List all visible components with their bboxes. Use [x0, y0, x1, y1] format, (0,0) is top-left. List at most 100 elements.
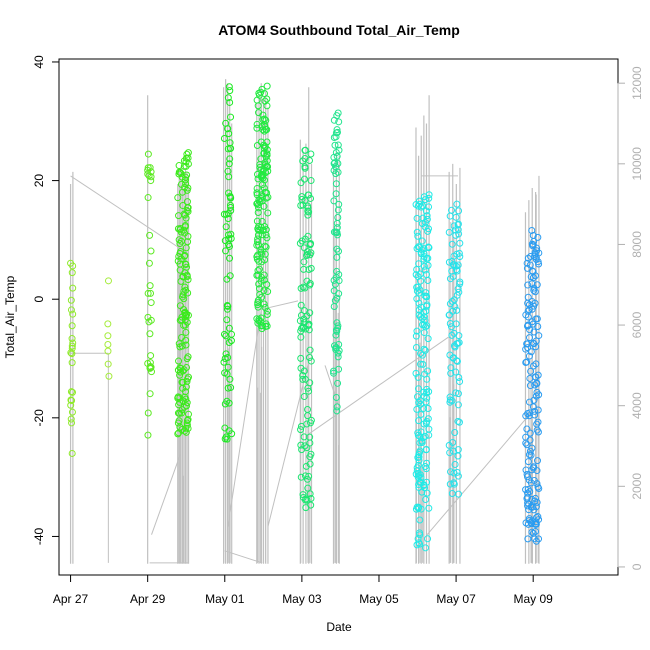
temperature-point [260, 276, 268, 284]
temperature-point [415, 472, 423, 480]
temperature-point [299, 375, 307, 383]
temperature-point [181, 283, 189, 291]
temperature-point [307, 150, 315, 158]
temperature-point [413, 295, 421, 303]
x-tick-label: Apr 29 [130, 592, 166, 606]
temperature-point [178, 293, 186, 301]
temperature-point [183, 150, 191, 158]
x-axis-label: Date [326, 620, 352, 634]
temperature-point [262, 116, 270, 124]
temperature-point [183, 198, 191, 206]
temperature-point [182, 244, 190, 252]
temperature-point [450, 222, 458, 230]
temperature-point [254, 301, 262, 309]
temperature-point [224, 384, 232, 392]
temperature-point [448, 240, 456, 248]
temperature-point [413, 464, 421, 472]
temperature-point [334, 379, 342, 387]
temperature-point [263, 311, 271, 319]
temperature-point [226, 87, 234, 95]
temperature-point [445, 311, 453, 319]
temperature-point [184, 353, 192, 361]
temperature-point [300, 175, 308, 183]
temperature-point [452, 231, 460, 239]
temperature-point [453, 468, 461, 476]
temperature-point [534, 258, 542, 266]
temperature-point [183, 311, 191, 319]
temperature-point [297, 284, 305, 292]
temperature-point [417, 478, 425, 486]
temperature-point [263, 102, 271, 110]
temperature-point [449, 354, 457, 362]
temperature-point [180, 295, 188, 303]
temperature-point [176, 398, 184, 406]
temperature-point [448, 257, 456, 265]
temperature-point [532, 527, 540, 535]
temperature-point [147, 177, 155, 185]
temperature-point [263, 82, 271, 90]
temperature-point [528, 528, 536, 536]
temperature-point [333, 245, 341, 253]
y2-axis: 0 2000 4000 6000 8000 10000 12000 [617, 66, 644, 570]
temperature-point [414, 202, 422, 210]
temperature-point [263, 234, 271, 242]
temperature-point [183, 419, 191, 427]
temperature-point [449, 307, 457, 315]
temperature-point [414, 283, 422, 291]
temperature-point [530, 237, 538, 245]
temperature-point [146, 390, 154, 398]
temperature-point [227, 113, 235, 121]
temperature-point [305, 472, 313, 480]
temperature-point [525, 306, 533, 314]
temperature-point [228, 330, 236, 338]
temperature-point [452, 389, 460, 397]
temperature-point [254, 267, 262, 275]
temperature-point [182, 158, 190, 166]
temperature-point [257, 277, 265, 285]
temperature-point [522, 486, 530, 494]
temperature-point [105, 372, 113, 380]
temperature-point [526, 398, 534, 406]
temperature-point [528, 444, 536, 452]
chart-title: ATOM4 Southbound Total_Air_Temp [218, 22, 460, 38]
temperature-point [335, 270, 343, 278]
temperature-point [177, 169, 185, 177]
temperature-point [304, 405, 312, 413]
temperature-point [528, 226, 536, 234]
temperature-point [69, 388, 77, 396]
temperature-point [531, 381, 539, 389]
temperature-point [254, 231, 262, 239]
temperature-point [447, 364, 455, 372]
temperature-point [297, 426, 305, 434]
temperature-point [415, 417, 423, 425]
temperature-point [527, 367, 535, 375]
temperature-point [456, 239, 464, 247]
temperature-point [175, 162, 183, 170]
temperature-point [222, 223, 230, 231]
temperature-point [447, 323, 455, 331]
temperature-point [455, 418, 463, 426]
temperature-point [223, 305, 231, 313]
temperature-point [253, 141, 261, 149]
temperature-point [225, 324, 233, 332]
temperature-point [330, 369, 338, 377]
temperature-point [531, 407, 539, 415]
temperature-point [175, 357, 183, 365]
temperature-point [174, 430, 182, 438]
altitude-connector [224, 550, 263, 564]
temperature-point [147, 247, 155, 255]
temperature-point [524, 489, 532, 497]
temperature-point [225, 427, 233, 435]
temperature-point [260, 287, 268, 295]
temperature-point [523, 358, 531, 366]
temperature-point [259, 111, 267, 119]
temperature-point [534, 233, 542, 241]
temperature-point [104, 340, 112, 348]
temperature-point [183, 363, 191, 371]
temperature-point [332, 346, 340, 354]
temperature-point [227, 207, 235, 215]
temperature-point [178, 378, 186, 386]
temperature-point [67, 401, 75, 409]
temperature-point [69, 284, 77, 292]
temperature-point [67, 396, 75, 404]
